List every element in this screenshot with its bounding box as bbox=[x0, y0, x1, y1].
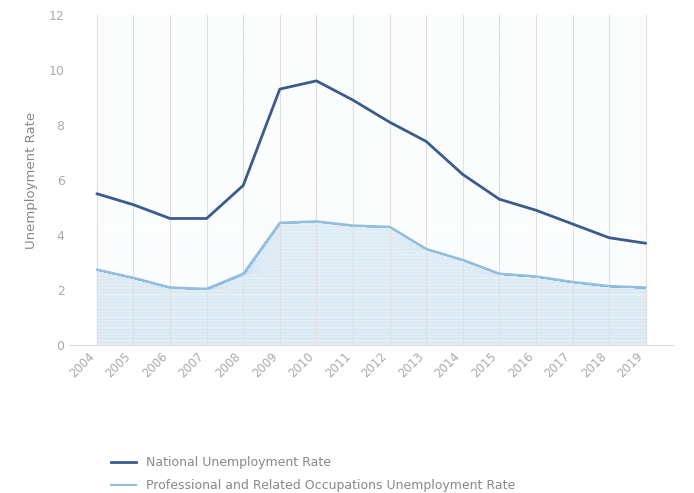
Legend: National Unemployment Rate, Professional and Related Occupations Unemployment Ra: National Unemployment Rate, Professional… bbox=[106, 452, 520, 493]
Y-axis label: Unemployment Rate: Unemployment Rate bbox=[24, 111, 37, 248]
